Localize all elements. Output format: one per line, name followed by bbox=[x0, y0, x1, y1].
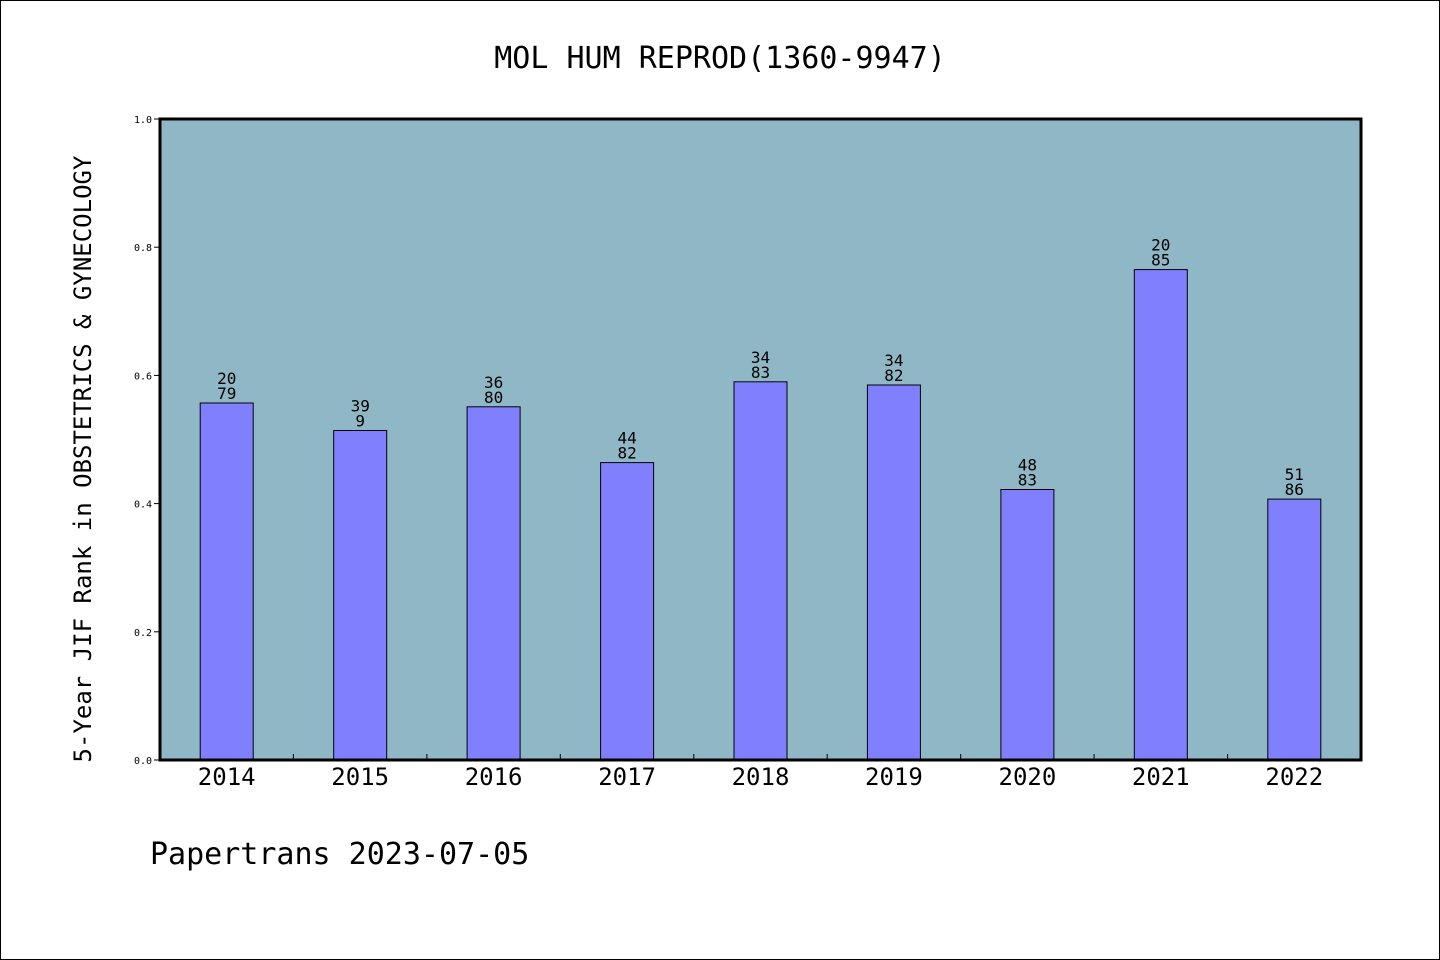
bar-label-total-2019: 82 bbox=[884, 366, 903, 385]
bar-2020 bbox=[1000, 489, 1055, 761]
bar-label-rank-2021: 20 bbox=[1151, 236, 1170, 255]
bar-label-rank-2016: 36 bbox=[484, 373, 503, 392]
bar-label-rank-2015: 39 bbox=[351, 397, 370, 416]
x-tick-label-2019: 2019 bbox=[865, 763, 923, 791]
x-tick-label-2020: 2020 bbox=[999, 763, 1057, 791]
bar-label-total-2021: 85 bbox=[1151, 251, 1170, 270]
y-axis: 0.0 0.2 0.4 0.6 0.8 1.0 bbox=[134, 115, 160, 767]
bar-label-total-2016: 80 bbox=[484, 388, 503, 407]
y-tick-label: 0.4 bbox=[134, 500, 152, 511]
x-tick-label-2021: 2021 bbox=[1132, 763, 1190, 791]
bar-label-total-2015: 9 bbox=[355, 412, 365, 431]
bar-2014 bbox=[199, 402, 254, 761]
x-tick-label-2015: 2015 bbox=[331, 763, 389, 791]
bar-2015 bbox=[333, 430, 388, 761]
bar-label-total-2018: 83 bbox=[751, 363, 770, 382]
y-tick-label: 1.0 bbox=[134, 115, 152, 126]
x-axis: 2014 2015 2016 2017 2018 2019 2020 2021 2022 bbox=[198, 754, 1323, 791]
y-tick-label: 0.6 bbox=[134, 371, 152, 382]
y-tick-label: 0.2 bbox=[134, 628, 152, 639]
bar-2018 bbox=[733, 381, 788, 761]
x-tick-label-2017: 2017 bbox=[598, 763, 656, 791]
bar-label-rank-2014: 20 bbox=[217, 369, 236, 388]
bar-2016 bbox=[466, 406, 521, 761]
y-tick-label: 0.0 bbox=[134, 756, 152, 767]
chart-title: MOL HUM REPROD(1360-9947) bbox=[494, 41, 946, 76]
bar-2019 bbox=[866, 384, 921, 761]
x-tick-label-2014: 2014 bbox=[198, 763, 256, 791]
y-tick-label: 0.8 bbox=[134, 243, 152, 254]
bar-label-rank-2017: 44 bbox=[617, 429, 636, 448]
bar-2021 bbox=[1133, 269, 1188, 761]
bar-label-total-2020: 83 bbox=[1018, 471, 1037, 490]
footer-credit: Papertrans 2023-07-05 bbox=[150, 837, 529, 872]
bar-label-total-2014: 79 bbox=[217, 384, 236, 403]
x-tick-label-2016: 2016 bbox=[465, 763, 523, 791]
bar-2017 bbox=[600, 462, 655, 761]
bar-2022 bbox=[1267, 498, 1322, 761]
x-tick-label-2018: 2018 bbox=[732, 763, 790, 791]
plot-frame bbox=[158, 117, 1363, 762]
bar-label-rank-2018: 34 bbox=[751, 348, 770, 367]
bar-label-rank-2019: 34 bbox=[884, 351, 903, 370]
bar-label-total-2017: 82 bbox=[617, 444, 636, 463]
bar-label-rank-2022: 51 bbox=[1285, 465, 1304, 484]
y-axis-title: 5-Year JIF Rank in OBSTETRICS & GYNECOLO… bbox=[69, 155, 97, 762]
bars-layer bbox=[199, 269, 1322, 761]
bar-label-total-2022: 86 bbox=[1285, 480, 1304, 499]
bar-label-rank-2020: 48 bbox=[1018, 456, 1037, 475]
x-tick-label-2022: 2022 bbox=[1265, 763, 1323, 791]
